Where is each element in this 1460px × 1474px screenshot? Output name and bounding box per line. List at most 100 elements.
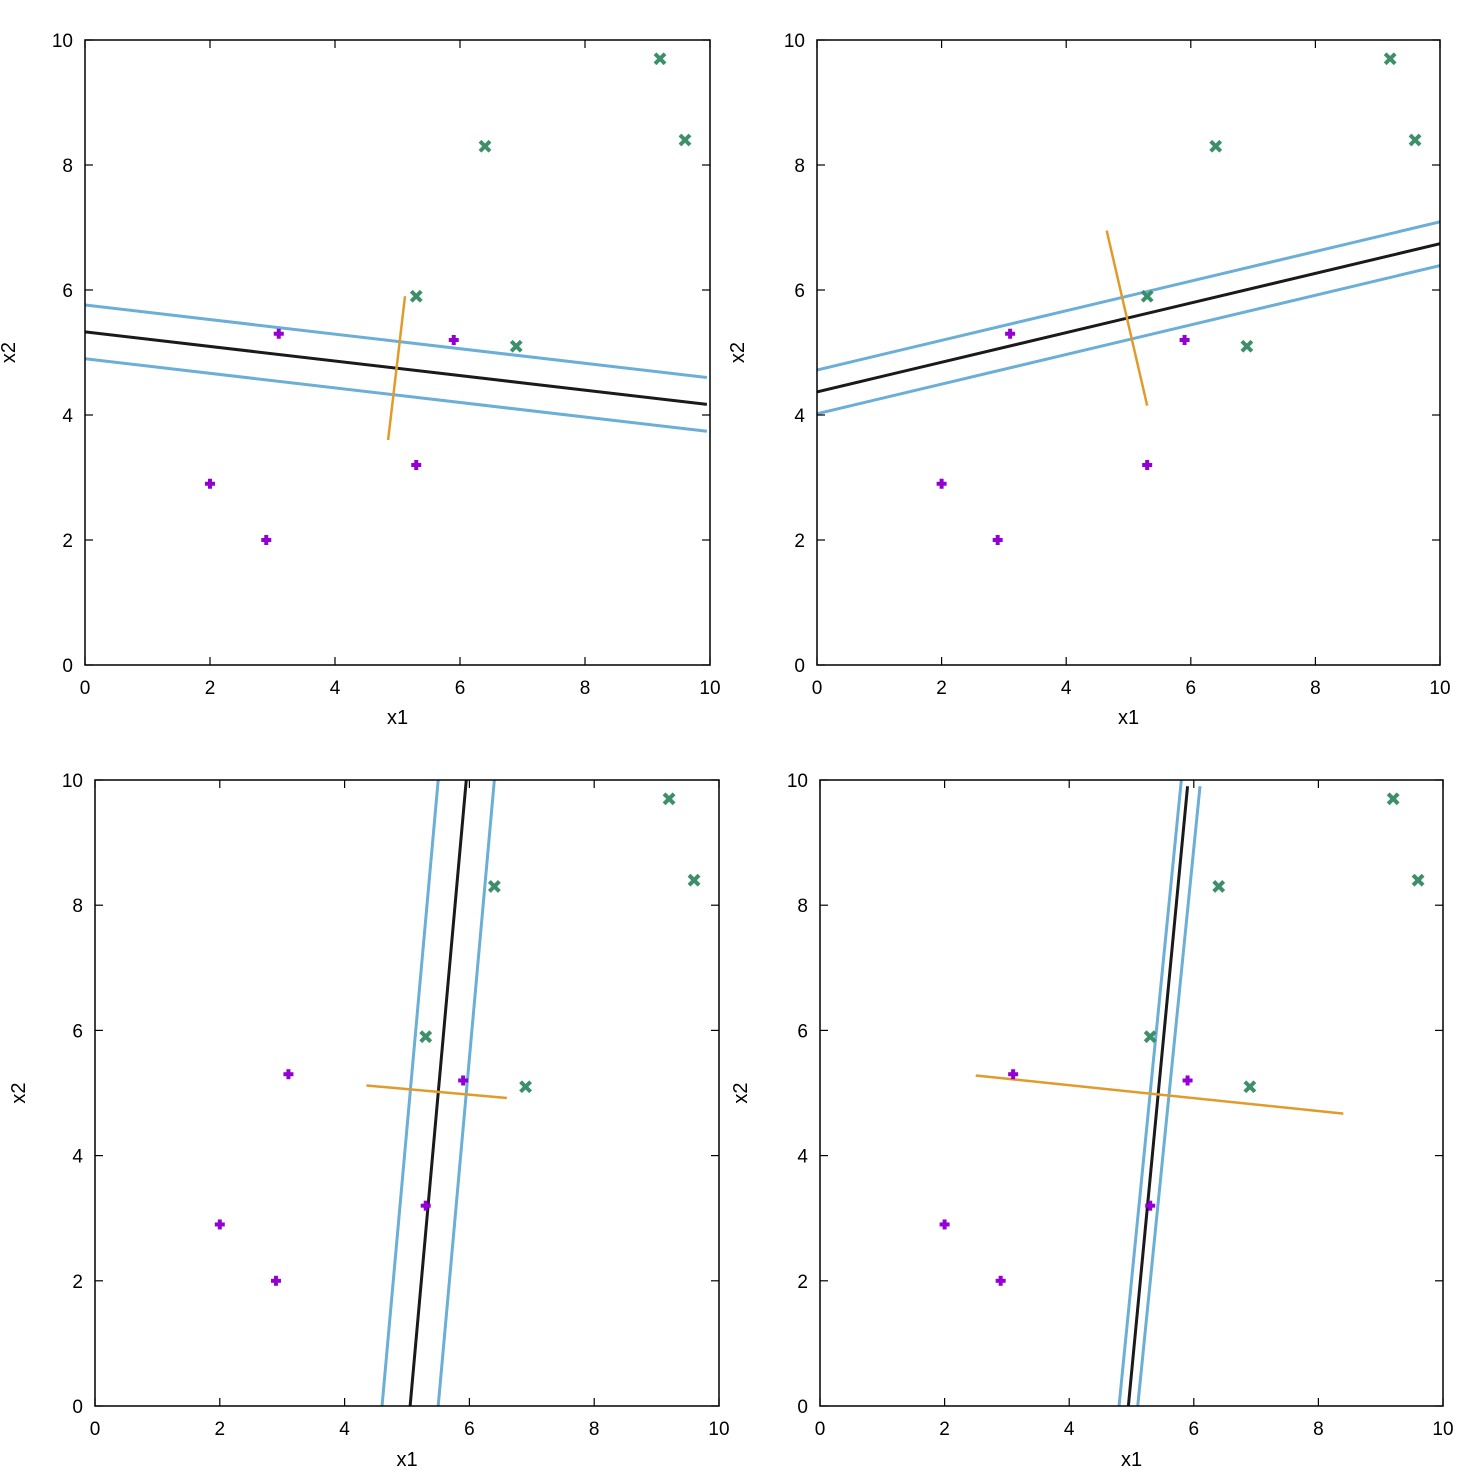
y-tick-label: 6 — [794, 281, 805, 302]
plot-lines — [366, 780, 507, 1406]
plus-point — [936, 478, 947, 489]
y-tick-label: 10 — [784, 31, 805, 52]
margin-line — [380, 780, 440, 1406]
y-tick-label: 4 — [797, 1147, 808, 1168]
plus-point — [939, 1219, 950, 1230]
plot-frame — [94, 779, 720, 1407]
y-tick-label: 6 — [72, 1021, 83, 1042]
x-tick-label: 8 — [580, 678, 591, 699]
y-tick-label: 0 — [797, 1397, 808, 1418]
cross-point — [519, 1080, 532, 1094]
plus-point — [448, 335, 459, 345]
margin-line — [436, 780, 496, 1406]
x-tick-label: 2 — [215, 1419, 226, 1440]
x-tick-label: 4 — [1061, 678, 1072, 699]
x-tick-label: 10 — [699, 678, 720, 699]
cross-point — [487, 880, 501, 893]
y-axis-label: x2 — [730, 1082, 752, 1103]
plus-point — [458, 1075, 469, 1086]
y-tick-label: 6 — [797, 1021, 808, 1042]
plus-point — [1182, 1075, 1193, 1086]
y-tick-label: 0 — [794, 656, 805, 677]
cross-point — [1386, 792, 1400, 806]
y-tick-label: 10 — [62, 771, 83, 792]
x-tick-label: 8 — [1313, 1419, 1324, 1440]
x-tick-label: 8 — [589, 1419, 600, 1440]
plus-point — [214, 1219, 225, 1230]
cross-point — [478, 139, 492, 153]
plot-frame — [819, 779, 1444, 1407]
chart-panel-4: 0 2 4 6 8 10 0 2 4 6 8 10 x1 x2 — [730, 771, 1454, 1471]
cross-point — [678, 133, 692, 147]
x-tick-label: 0 — [80, 678, 91, 699]
cross-point — [1212, 880, 1226, 893]
y-tick-label: 2 — [797, 1272, 808, 1293]
cross-point — [509, 339, 523, 353]
y-tick-label: 0 — [62, 656, 73, 677]
decision-boundary-line — [1126, 786, 1190, 1406]
plus-point — [1005, 328, 1016, 339]
margin-line — [817, 220, 1440, 372]
margin-line — [817, 264, 1440, 416]
plus-point — [205, 478, 215, 489]
plot-lines — [975, 780, 1344, 1406]
cross-point — [1209, 139, 1223, 153]
x-tick-label: 2 — [205, 678, 216, 699]
x-tick-label: 2 — [939, 1419, 950, 1440]
y-tick-label: 8 — [62, 156, 73, 177]
cross-point — [1140, 289, 1154, 303]
plot-frame — [84, 39, 711, 666]
y-tick-label: 8 — [72, 896, 83, 917]
x-tick-label: 4 — [1064, 1419, 1075, 1440]
cross-point — [1383, 52, 1397, 66]
plus-point — [1142, 460, 1153, 470]
y-tick-label: 2 — [62, 531, 73, 552]
x-tick-label: 2 — [936, 678, 947, 699]
cross-point — [1411, 873, 1425, 887]
cross-point — [1243, 1080, 1257, 1094]
plus-point — [411, 460, 422, 470]
margin-line — [85, 303, 708, 379]
cross-point — [662, 792, 676, 806]
cross-point — [419, 1030, 433, 1044]
plus-point — [420, 1200, 431, 1211]
y-tick-label: 2 — [72, 1272, 83, 1293]
normal-vector-line — [1105, 230, 1149, 406]
y-tick-label: 8 — [797, 896, 808, 917]
normal-vector-line — [366, 1084, 507, 1100]
x-axis-label: x1 — [1121, 1449, 1142, 1471]
x-tick-label: 6 — [1186, 678, 1197, 699]
plus-point — [1008, 1069, 1019, 1080]
x-tick-label: 0 — [90, 1419, 101, 1440]
plus-point — [1179, 335, 1190, 345]
y-tick-label: 10 — [787, 771, 808, 792]
cross-point — [1143, 1030, 1157, 1044]
normal-vector-line — [975, 1074, 1344, 1115]
x-tick-label: 0 — [815, 1419, 826, 1440]
normal-vector-line — [386, 296, 407, 441]
x-tick-label: 6 — [464, 1419, 475, 1440]
plus-point — [995, 1275, 1006, 1286]
x-tick-label: 0 — [812, 678, 823, 699]
x-tick-label: 6 — [455, 678, 466, 699]
chart-panel-1: 0 2 4 6 8 10 0 2 4 6 8 10 x1 x2 — [0, 31, 721, 729]
x-tick-label: 8 — [1310, 678, 1321, 699]
plot-lines — [85, 296, 708, 441]
cross-point — [1408, 133, 1422, 147]
x-tick-label: 6 — [1189, 1419, 1200, 1440]
x-axis-label: x1 — [396, 1449, 417, 1471]
chart-panel-3: 0 2 4 6 8 10 0 2 4 6 8 10 x1 x2 — [8, 771, 730, 1471]
margin-line — [85, 357, 708, 433]
y-tick-label: 0 — [72, 1397, 83, 1418]
x-tick-label: 4 — [330, 678, 341, 699]
cross-point — [1240, 339, 1254, 353]
cross-point — [409, 289, 423, 303]
plus-point — [273, 328, 284, 339]
x-tick-label: 4 — [339, 1419, 350, 1440]
x-axis-label: x1 — [1118, 707, 1139, 729]
cross-point — [653, 52, 667, 66]
y-tick-label: 6 — [62, 281, 73, 302]
cross-point — [687, 873, 701, 887]
plot-lines — [817, 220, 1440, 416]
